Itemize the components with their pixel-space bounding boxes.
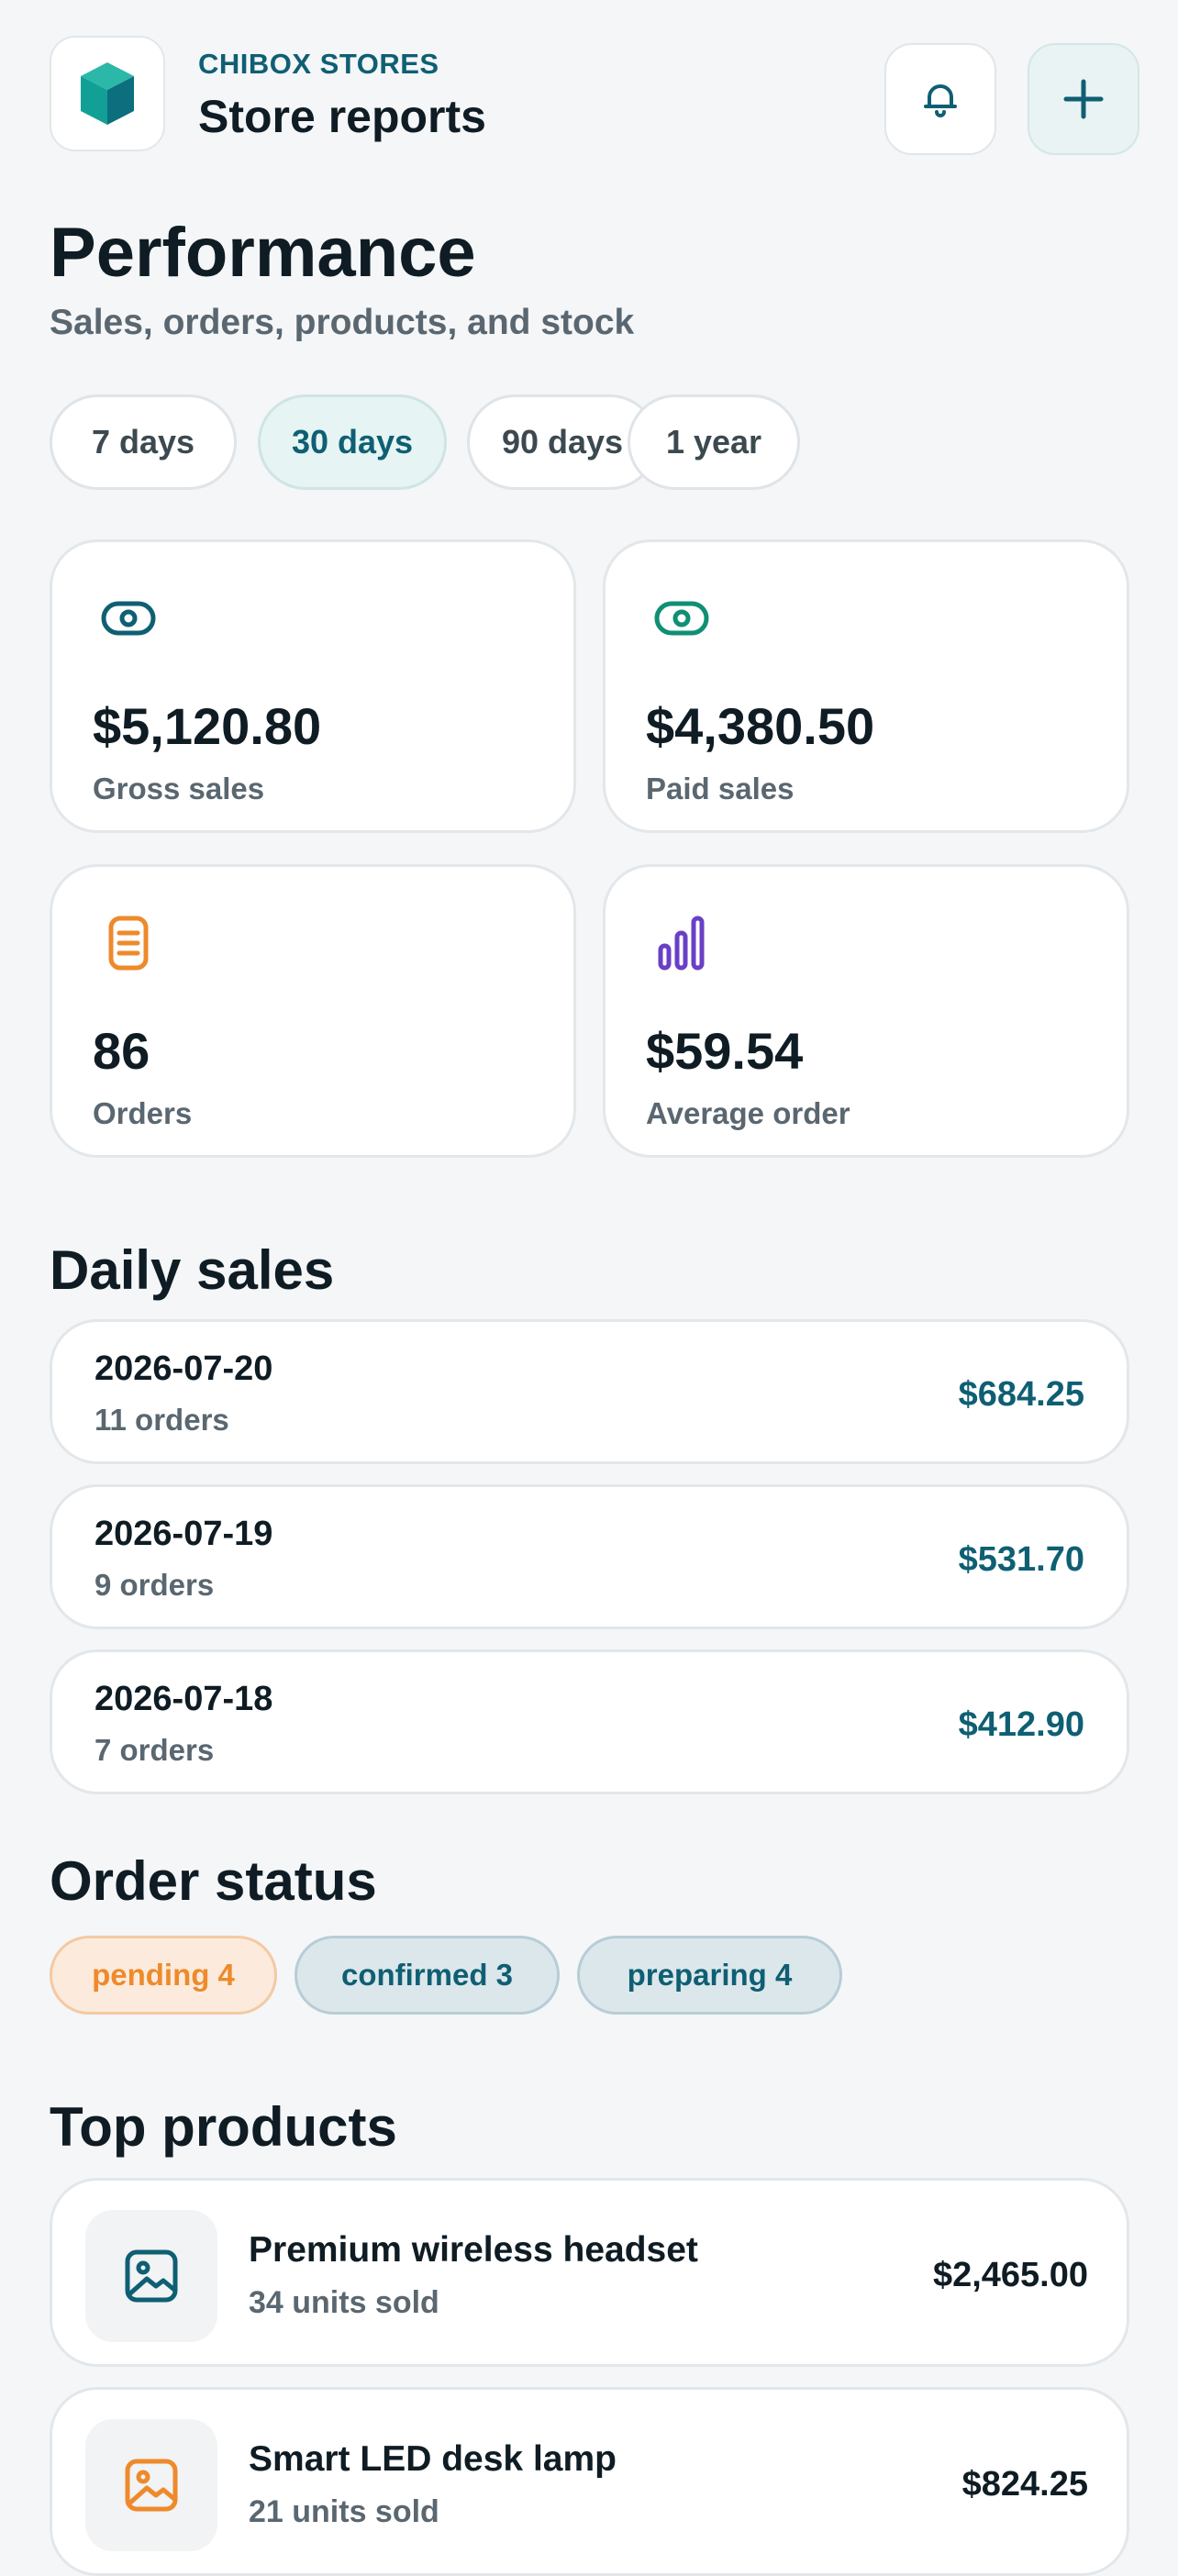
- sales-date: 2026-07-20: [94, 1349, 273, 1388]
- range-30-days[interactable]: 30 days: [258, 394, 447, 490]
- product-row[interactable]: Premium wireless headset 34 units sold $…: [50, 2178, 1129, 2367]
- brand-name: CHIBOX STORES: [198, 48, 439, 80]
- status-badge-pending[interactable]: pending 4: [50, 1936, 277, 2015]
- stat-label: Paid sales: [646, 772, 795, 805]
- add-button[interactable]: [1028, 43, 1139, 155]
- product-thumbnail: [85, 2210, 217, 2342]
- sales-date: 2026-07-18: [94, 1680, 273, 1718]
- sales-date: 2026-07-19: [94, 1515, 273, 1553]
- product-name: Premium wireless headset: [249, 2230, 698, 2270]
- plus-icon: [1063, 79, 1104, 119]
- product-name: Smart LED desk lamp: [249, 2439, 617, 2479]
- sales-amount: $412.90: [958, 1705, 1084, 1744]
- status-badge-preparing[interactable]: preparing 4: [577, 1936, 842, 2015]
- stat-value: $5,120.80: [93, 697, 322, 755]
- range-1-year[interactable]: 1 year: [628, 394, 800, 490]
- range-7-days[interactable]: 7 days: [50, 394, 237, 490]
- range-90-days[interactable]: 90 days: [467, 394, 658, 490]
- sales-order-count: 9 orders: [94, 1568, 215, 1602]
- order-status-title: Order status: [50, 1850, 377, 1912]
- sales-amount: $531.70: [958, 1540, 1084, 1579]
- daily-sales-title: Daily sales: [50, 1239, 335, 1301]
- page-title: Store reports: [198, 91, 486, 142]
- stat-value: $4,380.50: [646, 697, 875, 755]
- image-icon: [125, 2459, 178, 2512]
- stat-value: $59.54: [646, 1022, 804, 1080]
- product-revenue: $2,465.00: [932, 2256, 1088, 2294]
- eye-icon: [101, 601, 156, 636]
- notifications-button[interactable]: [884, 43, 996, 155]
- bar-chart-icon: [658, 916, 705, 971]
- status-badge-confirmed[interactable]: confirmed 3: [294, 1936, 560, 2015]
- daily-sales-row[interactable]: 2026-07-19 9 orders $531.70: [50, 1484, 1129, 1629]
- stat-label: Average order: [646, 1096, 850, 1130]
- eye-icon: [654, 601, 709, 636]
- product-row[interactable]: Smart LED desk lamp 21 units sold $824.2…: [50, 2387, 1129, 2576]
- product-revenue: $824.25: [961, 2465, 1088, 2504]
- product-thumbnail: [85, 2419, 217, 2551]
- stat-label: Orders: [93, 1096, 193, 1130]
- bell-icon: [924, 84, 957, 117]
- product-units-sold: 34 units sold: [249, 2285, 439, 2320]
- sales-order-count: 11 orders: [94, 1403, 229, 1437]
- receipt-icon: [108, 916, 149, 971]
- image-icon: [125, 2249, 178, 2303]
- performance-title: Performance: [50, 214, 476, 292]
- sales-amount: $684.25: [958, 1375, 1084, 1414]
- daily-sales-row[interactable]: 2026-07-18 7 orders $412.90: [50, 1649, 1129, 1794]
- store-logo: [50, 36, 165, 151]
- sales-order-count: 7 orders: [94, 1733, 215, 1767]
- stat-card-orders: 86 Orders: [50, 864, 576, 1158]
- performance-subtitle: Sales, orders, products, and stock: [50, 303, 635, 342]
- top-products-title: Top products: [50, 2096, 397, 2158]
- daily-sales-row[interactable]: 2026-07-20 11 orders $684.25: [50, 1319, 1129, 1464]
- stat-card-average-order: $59.54 Average order: [603, 864, 1129, 1158]
- stat-label: Gross sales: [93, 772, 265, 805]
- stat-card-paid-sales: $4,380.50 Paid sales: [603, 539, 1129, 833]
- product-units-sold: 21 units sold: [249, 2494, 439, 2529]
- stat-value: 86: [93, 1022, 150, 1080]
- cube-icon: [81, 62, 134, 125]
- stat-card-gross-sales: $5,120.80 Gross sales: [50, 539, 576, 833]
